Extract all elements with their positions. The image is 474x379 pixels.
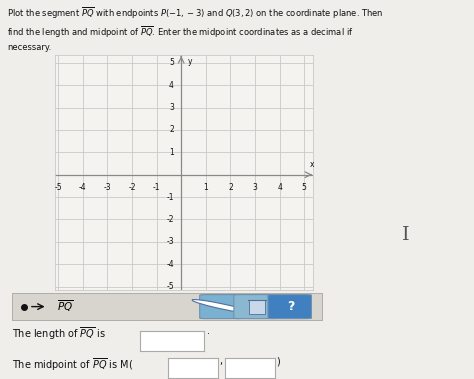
Text: 2: 2	[228, 183, 233, 191]
Text: 5: 5	[302, 183, 307, 191]
Text: Plot the segment $\overline{PQ}$ with endpoints $P(-1, -3)$ and $Q(3, 2)$ on the: Plot the segment $\overline{PQ}$ with en…	[7, 6, 383, 52]
FancyBboxPatch shape	[249, 300, 265, 314]
Text: -5: -5	[166, 282, 174, 291]
Text: The midpoint of $\overline{PQ}$ is M(: The midpoint of $\overline{PQ}$ is M(	[12, 356, 133, 373]
Ellipse shape	[192, 299, 254, 314]
FancyBboxPatch shape	[268, 294, 311, 319]
Text: -2: -2	[166, 215, 174, 224]
Text: -1: -1	[153, 183, 160, 191]
Text: 4: 4	[277, 183, 282, 191]
Text: -2: -2	[128, 183, 136, 191]
FancyBboxPatch shape	[234, 294, 277, 319]
Text: -3: -3	[166, 237, 174, 246]
Text: 3: 3	[253, 183, 257, 191]
Text: 2: 2	[169, 125, 174, 135]
Text: ,: ,	[219, 356, 222, 366]
Text: 3: 3	[169, 103, 174, 112]
Text: -4: -4	[79, 183, 87, 191]
Text: -5: -5	[55, 183, 62, 191]
Text: ): )	[276, 356, 280, 366]
Text: -4: -4	[166, 260, 174, 269]
Text: .: .	[207, 326, 210, 336]
Text: 5: 5	[169, 58, 174, 67]
Text: y: y	[187, 56, 192, 66]
Text: 1: 1	[169, 148, 174, 157]
Text: -3: -3	[104, 183, 111, 191]
Text: x: x	[310, 160, 314, 169]
Text: ?: ?	[288, 300, 295, 313]
Text: -1: -1	[166, 193, 174, 202]
Text: 4: 4	[169, 81, 174, 90]
Text: The length of $\overline{PQ}$ is: The length of $\overline{PQ}$ is	[12, 326, 106, 342]
FancyBboxPatch shape	[200, 294, 243, 319]
Text: $\overline{PQ}$: $\overline{PQ}$	[57, 298, 73, 314]
Text: I: I	[401, 226, 409, 244]
Text: 1: 1	[203, 183, 208, 191]
